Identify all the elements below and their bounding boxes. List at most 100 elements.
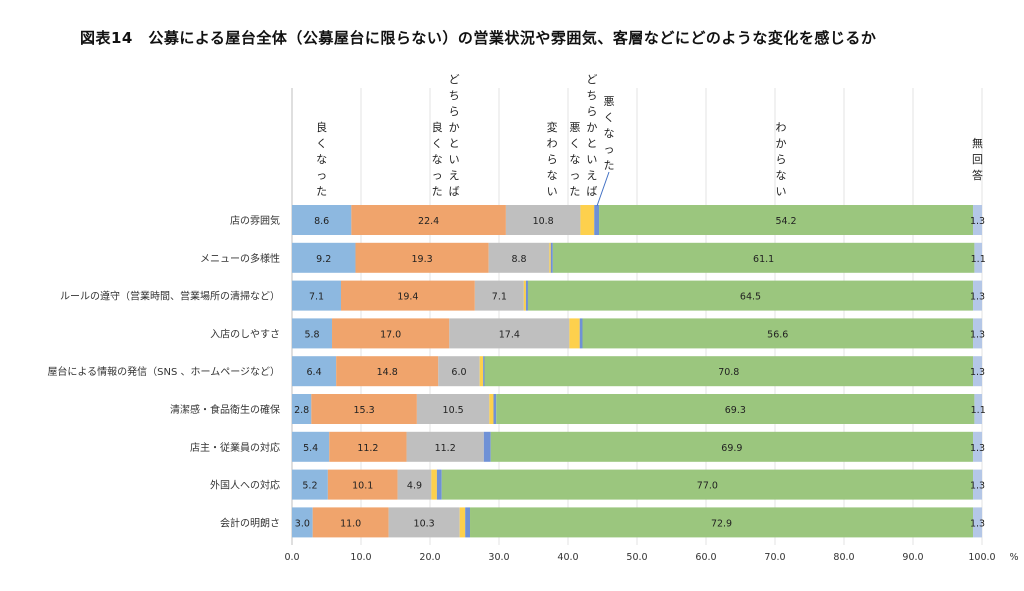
data-label: 72.9 — [711, 518, 732, 529]
bar-segment — [292, 242, 356, 273]
bar-segment — [974, 394, 982, 424]
data-label: 54.2 — [775, 216, 796, 227]
data-label: 19.3 — [411, 254, 432, 265]
bar-segment — [599, 205, 974, 235]
data-label: 8.8 — [511, 254, 526, 265]
series-label-char: く — [316, 137, 327, 150]
bar-segment — [327, 469, 398, 500]
x-tick-label: 100.0 — [968, 552, 995, 563]
data-label: 6.4 — [307, 367, 322, 378]
x-tick-label: 60.0 — [695, 552, 716, 563]
bar-segment — [474, 280, 524, 311]
data-label: 1.1 — [971, 405, 986, 416]
series-labels: 良くなったどちらかといえば良くなった変わらないどちらかといえば悪くなった悪くなっ… — [316, 73, 983, 207]
category-label: 会計の明朗さ — [220, 516, 280, 529]
bar-segment — [488, 242, 550, 273]
category-label: 清潔感・食品衛生の確保 — [170, 403, 280, 416]
series-label-char: か — [586, 121, 597, 134]
bar-segment — [569, 318, 580, 349]
chart-title: 図表14 公募による屋台全体（公募屋台に限らない）の営業状況や雰囲気、客層などに… — [80, 29, 877, 47]
data-label: 10.3 — [414, 518, 435, 529]
data-label: 1.3 — [970, 367, 985, 378]
data-label: 15.3 — [354, 405, 375, 416]
data-label: 5.8 — [304, 329, 319, 340]
x-tick-label: 40.0 — [557, 552, 578, 563]
bar-segment — [493, 394, 497, 424]
bar-segment — [416, 394, 490, 424]
x-tick-label: 10.0 — [350, 552, 371, 563]
data-label: 22.4 — [418, 216, 439, 227]
series-label-char: 答 — [972, 168, 983, 182]
bar-segment — [973, 205, 982, 235]
bar-segment — [292, 280, 341, 311]
data-label: 1.3 — [970, 292, 985, 303]
bar-segment — [388, 507, 460, 538]
series-label-char: く — [569, 137, 580, 150]
bars: 8.6 22.4 10.8 54.2 1.3 9.2 19.3 8.8 61.1 1.1 7.1 19… — [292, 205, 986, 538]
category-label: ルールの遵守（営業時間、営業場所の清掃など） — [60, 290, 280, 303]
series-label-char: っ — [569, 169, 580, 182]
bar-segment — [496, 394, 975, 424]
data-label: 1.3 — [970, 216, 985, 227]
grid-lines — [291, 88, 983, 545]
bar-segment — [459, 507, 466, 538]
leader-line — [596, 171, 610, 207]
bar-segment — [292, 431, 330, 462]
data-label: 70.8 — [718, 367, 739, 378]
bar-segment — [470, 507, 974, 538]
series-label-char: ら — [449, 105, 460, 118]
series-label-char: な — [604, 127, 615, 140]
series-label-char: 悪 — [569, 121, 580, 134]
series-label-char: い — [449, 153, 460, 166]
series-label-char: 変 — [547, 120, 558, 134]
bar-segment — [549, 242, 551, 273]
series-label-char: な — [569, 153, 580, 166]
bar-segment — [489, 394, 494, 424]
series-label-char: な — [432, 153, 443, 166]
data-label: 1.3 — [970, 329, 985, 340]
x-tick-label: 80.0 — [833, 552, 854, 563]
data-label: 6.0 — [451, 367, 466, 378]
data-label: 2.8 — [294, 405, 309, 416]
bar-segment — [438, 356, 480, 387]
series-label-char: な — [776, 169, 787, 182]
series-label-char: ば — [449, 185, 460, 198]
series-label-char: っ — [604, 143, 615, 156]
data-label: 17.4 — [499, 329, 520, 340]
series-label-char: か — [449, 121, 460, 134]
bar-segment — [329, 431, 407, 462]
data-label: 7.1 — [492, 292, 507, 303]
bar-segment — [594, 205, 600, 235]
series-label-char: 悪 — [604, 95, 615, 108]
data-label: 77.0 — [697, 481, 718, 492]
bar-segment — [527, 280, 974, 311]
bar-segment — [355, 242, 489, 273]
data-label: 19.4 — [397, 292, 418, 303]
category-label: 店の雰囲気 — [230, 214, 280, 227]
data-label: 7.1 — [309, 292, 324, 303]
series-label-char: か — [776, 137, 787, 150]
bar-segment — [973, 318, 982, 349]
series-label-char: い — [586, 153, 597, 166]
x-axis-ticks: 0.0 10.0 20.0 30.0 40.0 50.0 60.0 70.0 80.0 90.0 1… — [284, 552, 1018, 563]
bar-segment — [397, 469, 432, 500]
data-label: 61.1 — [753, 254, 774, 265]
series-label-char: た — [604, 159, 615, 172]
x-tick-label: 50.0 — [626, 552, 647, 563]
data-label: 9.2 — [316, 254, 331, 265]
series-label-char: ど — [449, 73, 460, 86]
series-label-char: ら — [586, 105, 597, 118]
bar-segment — [552, 242, 975, 273]
x-tick-label: 90.0 — [902, 552, 923, 563]
bar-segment — [406, 431, 484, 462]
bar-segment — [292, 356, 337, 387]
series-label-char: た — [432, 185, 443, 198]
data-label: 10.8 — [533, 216, 554, 227]
bar-segment — [484, 356, 974, 387]
data-label: 5.2 — [302, 481, 317, 492]
series-label-char: な — [316, 153, 327, 166]
bar-segment — [973, 280, 982, 311]
bar-segment — [312, 507, 389, 538]
data-label: 56.6 — [767, 329, 788, 340]
